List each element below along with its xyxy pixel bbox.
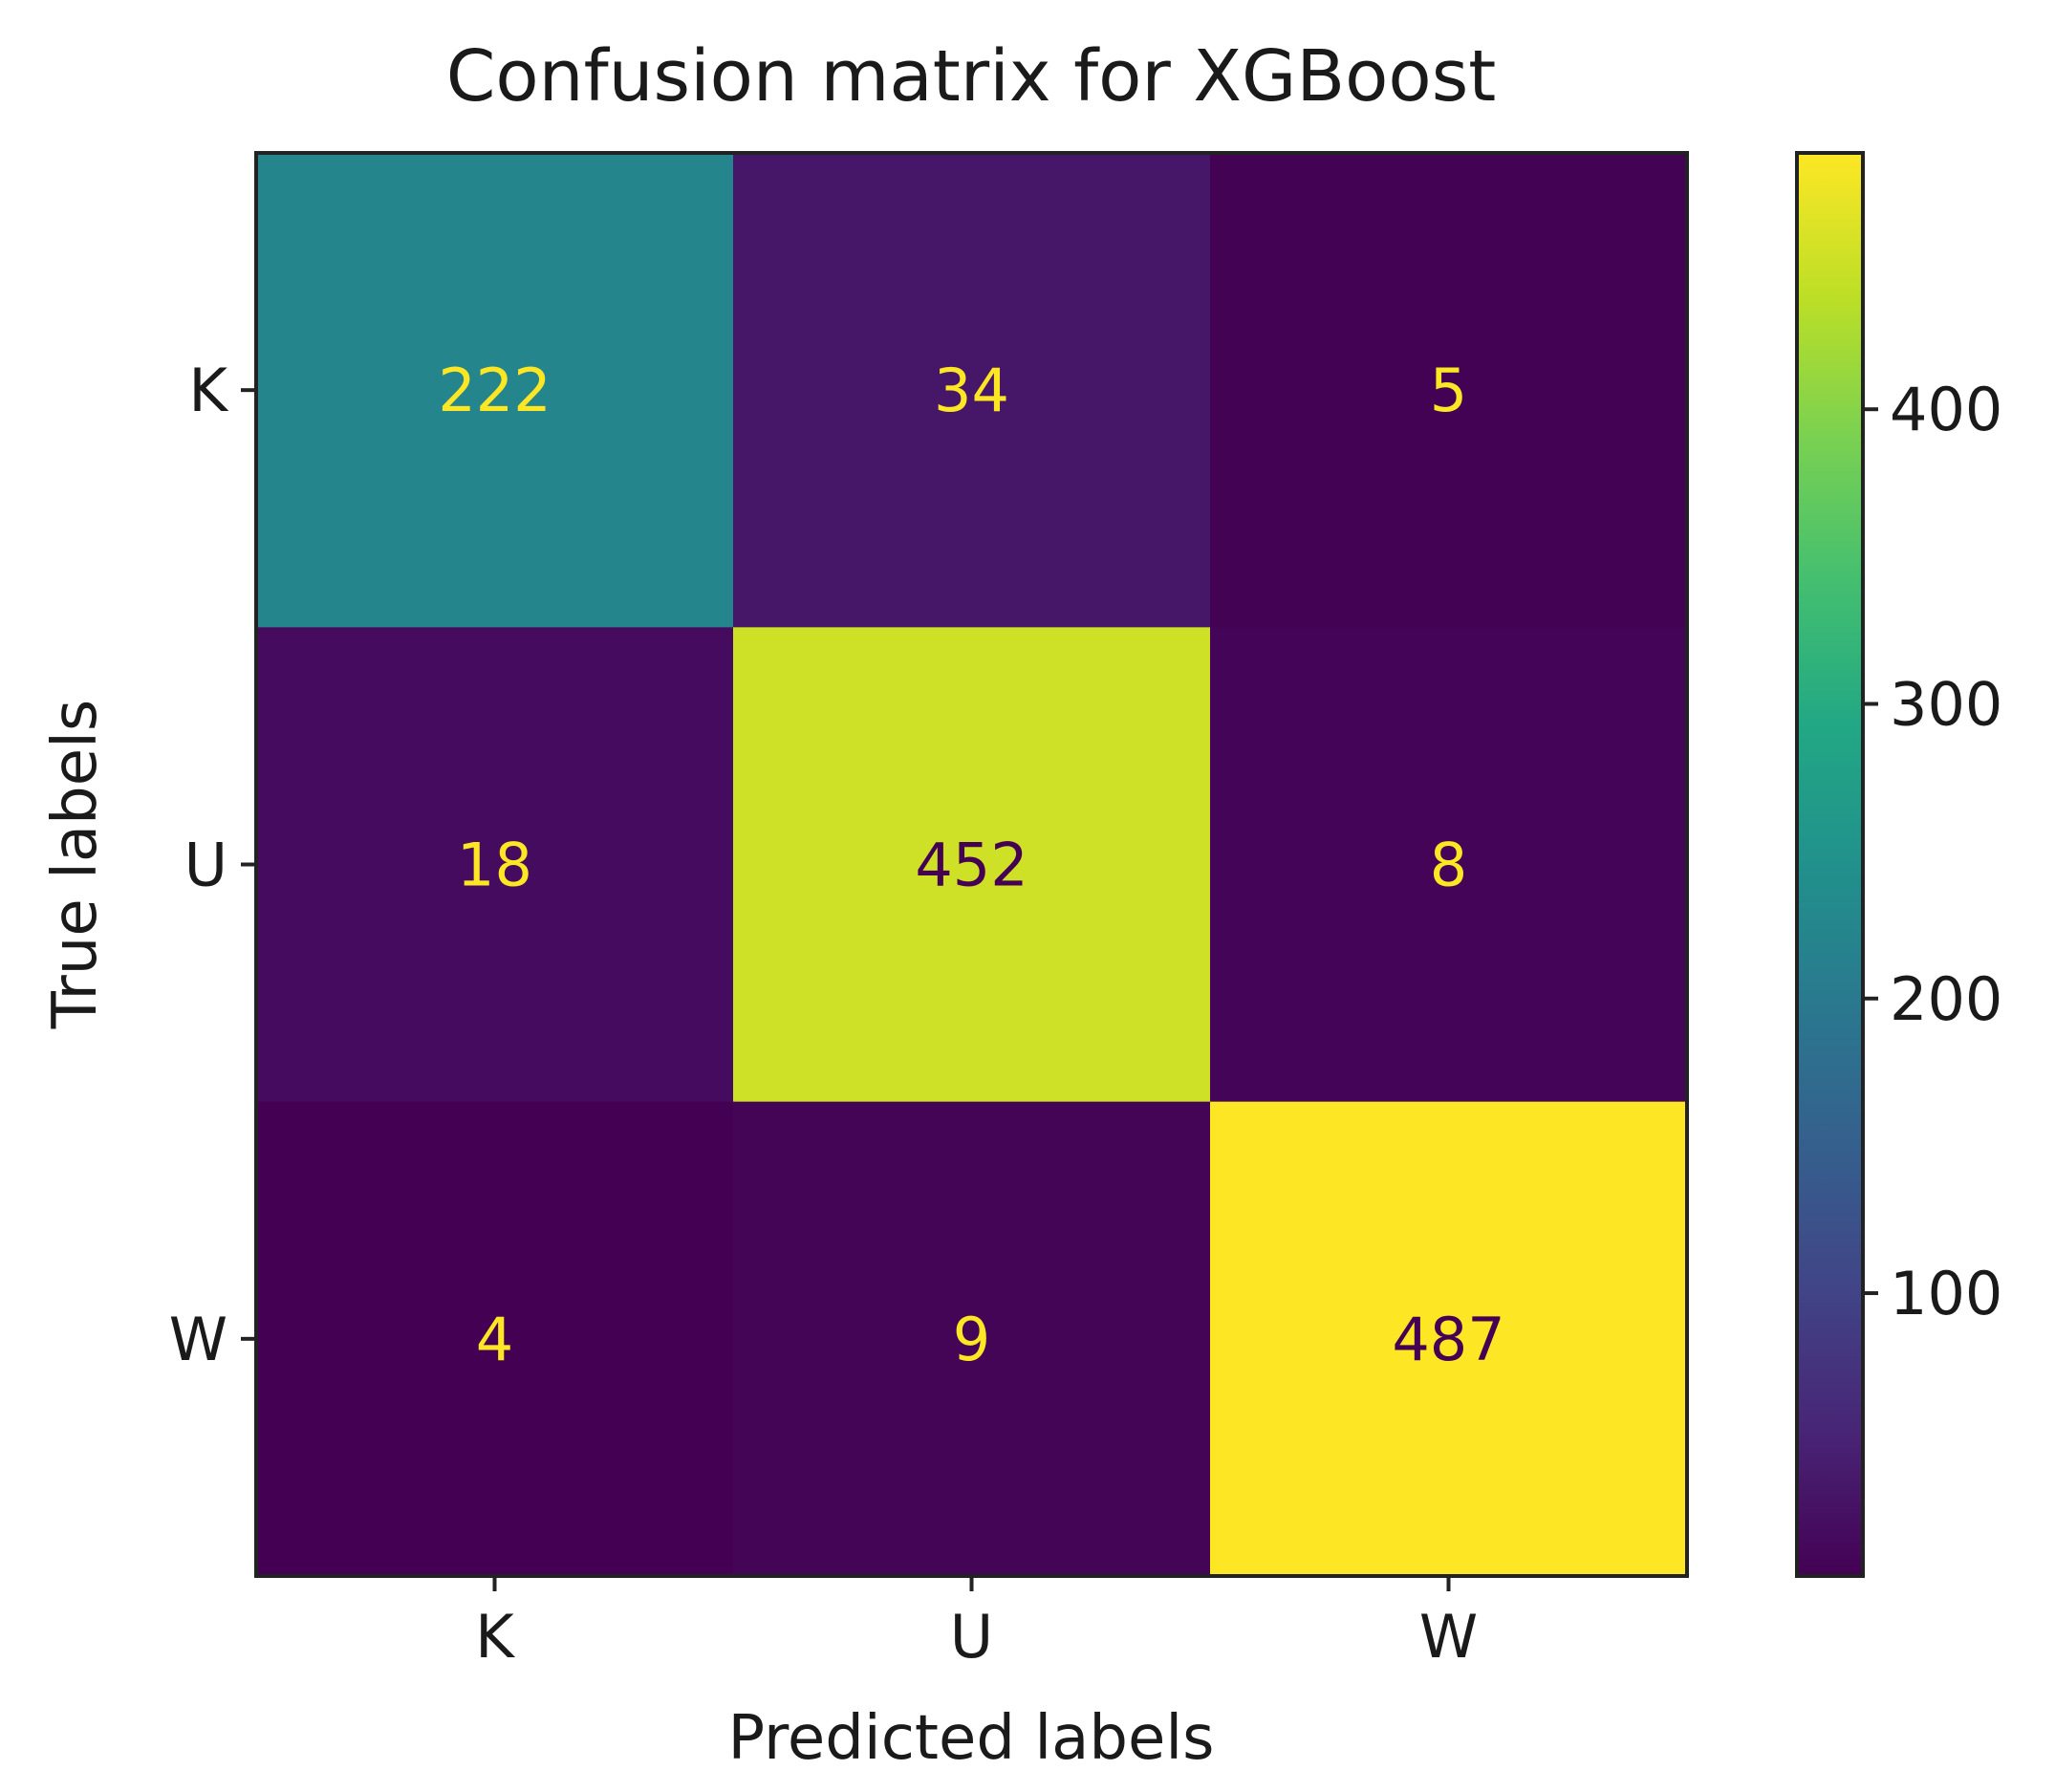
colorbar-tick-label: 300 bbox=[1890, 669, 2002, 739]
chart-title: Confusion matrix for XGBoost bbox=[446, 35, 1497, 118]
colorbar bbox=[1795, 151, 1865, 1578]
y-axis: K U W bbox=[169, 356, 256, 1374]
matrix-cell-value: 9 bbox=[953, 1305, 990, 1374]
y-tick-label: K bbox=[188, 356, 228, 425]
matrix-cell-value: 8 bbox=[1430, 831, 1467, 900]
y-axis-label: True labels bbox=[40, 700, 111, 1029]
colorbar-ticks: 100 200 300 400 bbox=[1863, 375, 2002, 1328]
y-tick-label: U bbox=[184, 831, 227, 900]
colorbar-tick-label: 200 bbox=[1890, 964, 2002, 1034]
matrix-cell-value: 452 bbox=[915, 831, 1028, 900]
matrix-cell-value: 5 bbox=[1430, 356, 1467, 425]
matrix-cell-labels: 222 34 5 18 452 8 4 9 487 bbox=[438, 356, 1504, 1374]
x-axis-label: Predicted labels bbox=[728, 1703, 1215, 1774]
matrix-cell-value: 18 bbox=[457, 831, 532, 900]
matrix-cell bbox=[1210, 1101, 1688, 1577]
x-tick-label: W bbox=[1419, 1602, 1478, 1672]
x-tick-label: U bbox=[950, 1602, 993, 1672]
matrix-cell bbox=[256, 627, 734, 1103]
colorbar-tick-label: 400 bbox=[1890, 375, 2002, 444]
matrix-cell bbox=[733, 1101, 1211, 1577]
matrix-cell bbox=[1210, 627, 1688, 1103]
y-tick-label: W bbox=[169, 1305, 227, 1374]
matrix-cell bbox=[256, 153, 734, 628]
colorbar-tick-label: 100 bbox=[1890, 1259, 2002, 1328]
matrix-cell bbox=[1210, 153, 1688, 628]
matrix-cell bbox=[256, 1101, 734, 1577]
matrix-cell bbox=[733, 627, 1211, 1103]
matrix-cell-value: 222 bbox=[438, 356, 551, 425]
x-tick-label: K bbox=[475, 1602, 515, 1672]
matrix-cell bbox=[733, 153, 1211, 628]
matrix-cell-value: 4 bbox=[476, 1305, 513, 1374]
matrix-cell-value: 487 bbox=[1392, 1305, 1504, 1374]
matrix-cells bbox=[256, 153, 1688, 1577]
matrix-cell-value: 34 bbox=[934, 356, 1009, 425]
